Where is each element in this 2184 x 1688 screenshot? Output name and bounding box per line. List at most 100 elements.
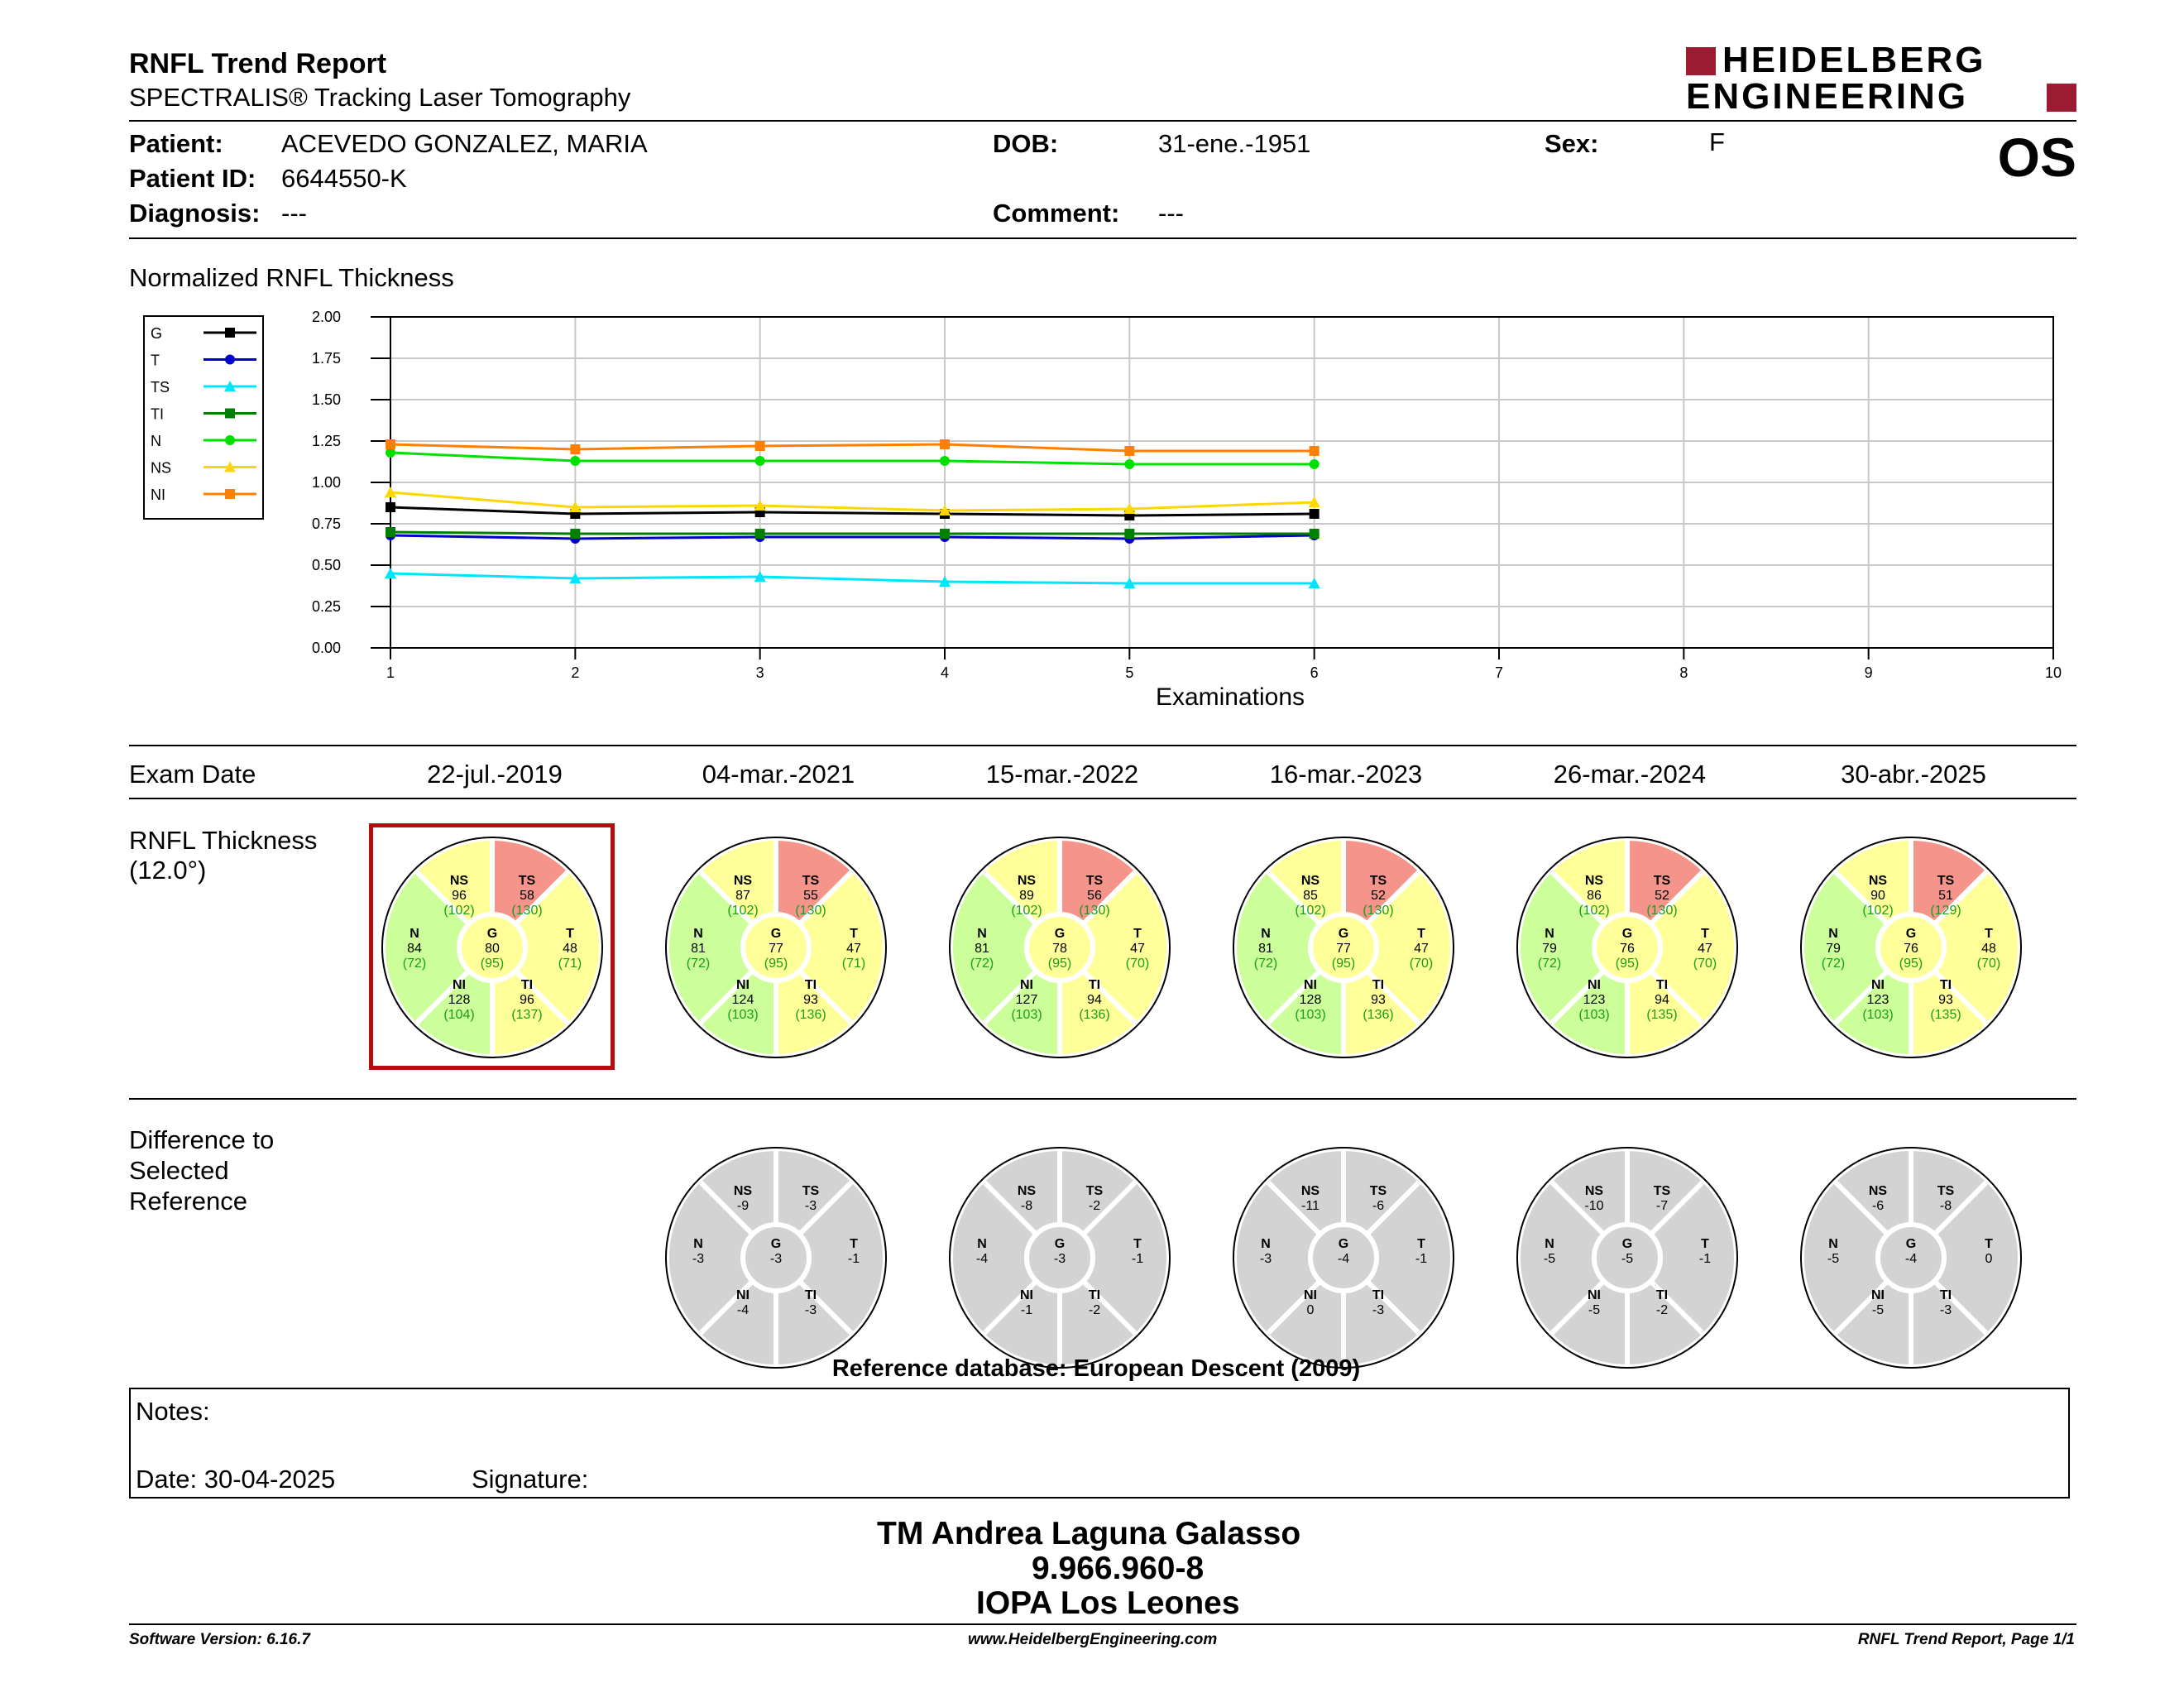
logo-text-line2: ENGINEERING xyxy=(1686,76,1969,117)
data-point xyxy=(940,456,950,466)
thickness-circle-0: TS58(130)NS96(102)N84(72)NI128(104)TI96(… xyxy=(381,835,604,1060)
sector-value: 76 xyxy=(1620,942,1635,956)
sector-reference: (130) xyxy=(795,904,826,918)
sector-g xyxy=(1308,1222,1379,1293)
sector-reference: (70) xyxy=(1410,957,1433,971)
website: www.HeidelbergEngineering.com xyxy=(968,1631,1218,1648)
sector-label: N xyxy=(1545,927,1554,941)
sector-reference: (72) xyxy=(403,957,426,971)
sector-label: NI xyxy=(1304,978,1317,992)
logo-square-icon xyxy=(1686,47,1716,75)
data-point xyxy=(1309,509,1320,519)
sector-label: NS xyxy=(1018,1184,1037,1198)
circle-outline xyxy=(665,1147,887,1369)
sector-label: N xyxy=(1261,927,1271,941)
sector-label: TI xyxy=(1089,978,1100,992)
sector-label: TS xyxy=(802,874,820,888)
sector-value: 0 xyxy=(1307,1303,1315,1317)
thickness-circle-1: TS55(130)NS87(102)N81(72)NI124(103)TI93(… xyxy=(664,835,888,1060)
sector-value: -6 xyxy=(1372,1199,1384,1213)
comment-label: Comment: xyxy=(993,199,1120,228)
sector-label: T xyxy=(1985,927,1993,941)
sector-value: 124 xyxy=(732,993,754,1007)
sector-value: 48 xyxy=(1981,942,1996,956)
sector-label: NS xyxy=(1869,1184,1888,1198)
sector-value: -2 xyxy=(1089,1303,1100,1317)
sector-g xyxy=(740,912,812,983)
sector-value: -4 xyxy=(1338,1252,1349,1266)
x-tick-label: 9 xyxy=(1865,664,1873,681)
sector-label: N xyxy=(977,1237,987,1251)
sector-value: 81 xyxy=(691,942,706,956)
circle-outline xyxy=(949,1147,1171,1369)
x-tick-label: 1 xyxy=(386,664,395,681)
sector-value: 128 xyxy=(448,993,471,1007)
chart-legend: GT TS TI N NS NI xyxy=(151,325,256,503)
sector-value: 128 xyxy=(1300,993,1322,1007)
sector-label: TI xyxy=(1656,978,1668,992)
sector-value: -2 xyxy=(1656,1303,1668,1317)
sector-label: NS xyxy=(734,1184,753,1198)
sector-label: G xyxy=(1906,927,1916,941)
sector-value: 89 xyxy=(1019,889,1034,903)
sector-value: -1 xyxy=(1415,1252,1427,1266)
data-point xyxy=(570,444,581,454)
sector-g xyxy=(457,912,528,983)
sector-reference: (95) xyxy=(1048,957,1071,971)
sector-label: NI xyxy=(1020,978,1033,992)
sector-value: -1 xyxy=(848,1252,860,1266)
sector-label: TI xyxy=(1372,1288,1384,1302)
sector-value: -10 xyxy=(1584,1199,1603,1213)
heidelberg-logo: HEIDELBERG ENGINEERING xyxy=(1686,41,2076,117)
thickness-circle-2: TS56(130)NS89(102)N81(72)NI127(103)TI94(… xyxy=(947,835,1172,1060)
data-point xyxy=(754,529,765,539)
data-point xyxy=(1124,446,1135,456)
data-point xyxy=(386,448,395,458)
series-line-g xyxy=(390,506,1315,517)
sector-reference: (72) xyxy=(1822,957,1845,971)
y-tick-label: 2.00 xyxy=(312,309,341,325)
sector-label: N xyxy=(410,927,419,941)
sector-value: 81 xyxy=(975,942,989,956)
sector-reference: (102) xyxy=(443,904,474,918)
sector-value: 48 xyxy=(563,942,577,956)
sector-value: -1 xyxy=(1699,1252,1711,1266)
data-point xyxy=(754,456,765,466)
sector-value: 81 xyxy=(1258,942,1273,956)
y-tick-label: 0.25 xyxy=(312,598,341,615)
sector-value: 0 xyxy=(1985,1252,1993,1266)
data-point xyxy=(386,527,395,537)
sector-reference: (70) xyxy=(1693,957,1717,971)
divider xyxy=(129,798,2076,799)
y-tick-label: 1.25 xyxy=(312,433,341,449)
sector-reference: (135) xyxy=(1930,1008,1961,1022)
sector-label: N xyxy=(1828,1237,1838,1251)
sex-value: F xyxy=(1709,127,1725,156)
sector-label: N xyxy=(693,1237,703,1251)
legend-label: N xyxy=(151,433,161,449)
y-tick-label: 0.75 xyxy=(312,516,341,532)
sector-value: -3 xyxy=(692,1252,704,1266)
legend-label: TI xyxy=(151,406,164,423)
sector-value: -4 xyxy=(1905,1252,1917,1266)
patient-name: ACEVEDO GONZALEZ, MARIA xyxy=(281,129,648,158)
sector-value: 77 xyxy=(769,942,783,956)
divider xyxy=(129,745,2076,746)
y-tick-label: 0.50 xyxy=(312,557,341,573)
sector-reference: (136) xyxy=(1079,1008,1109,1022)
sector-label: TI xyxy=(805,978,817,992)
sector-reference: (130) xyxy=(511,904,542,918)
legend-marker xyxy=(225,489,235,499)
data-point xyxy=(1309,446,1320,456)
sector-label: G xyxy=(1906,1237,1916,1251)
patient-id-label: Patient ID: xyxy=(129,164,256,193)
sector-value: 96 xyxy=(520,993,534,1007)
notes-box xyxy=(129,1388,2070,1499)
sector-label: T xyxy=(1701,1237,1709,1251)
sector-value: -5 xyxy=(1872,1303,1884,1317)
sector-reference: (72) xyxy=(970,957,994,971)
sector-g xyxy=(1024,1222,1095,1293)
sector-label: N xyxy=(1261,1237,1271,1251)
sector-g xyxy=(1875,1222,1947,1293)
sector-label: TI xyxy=(1940,1288,1952,1302)
